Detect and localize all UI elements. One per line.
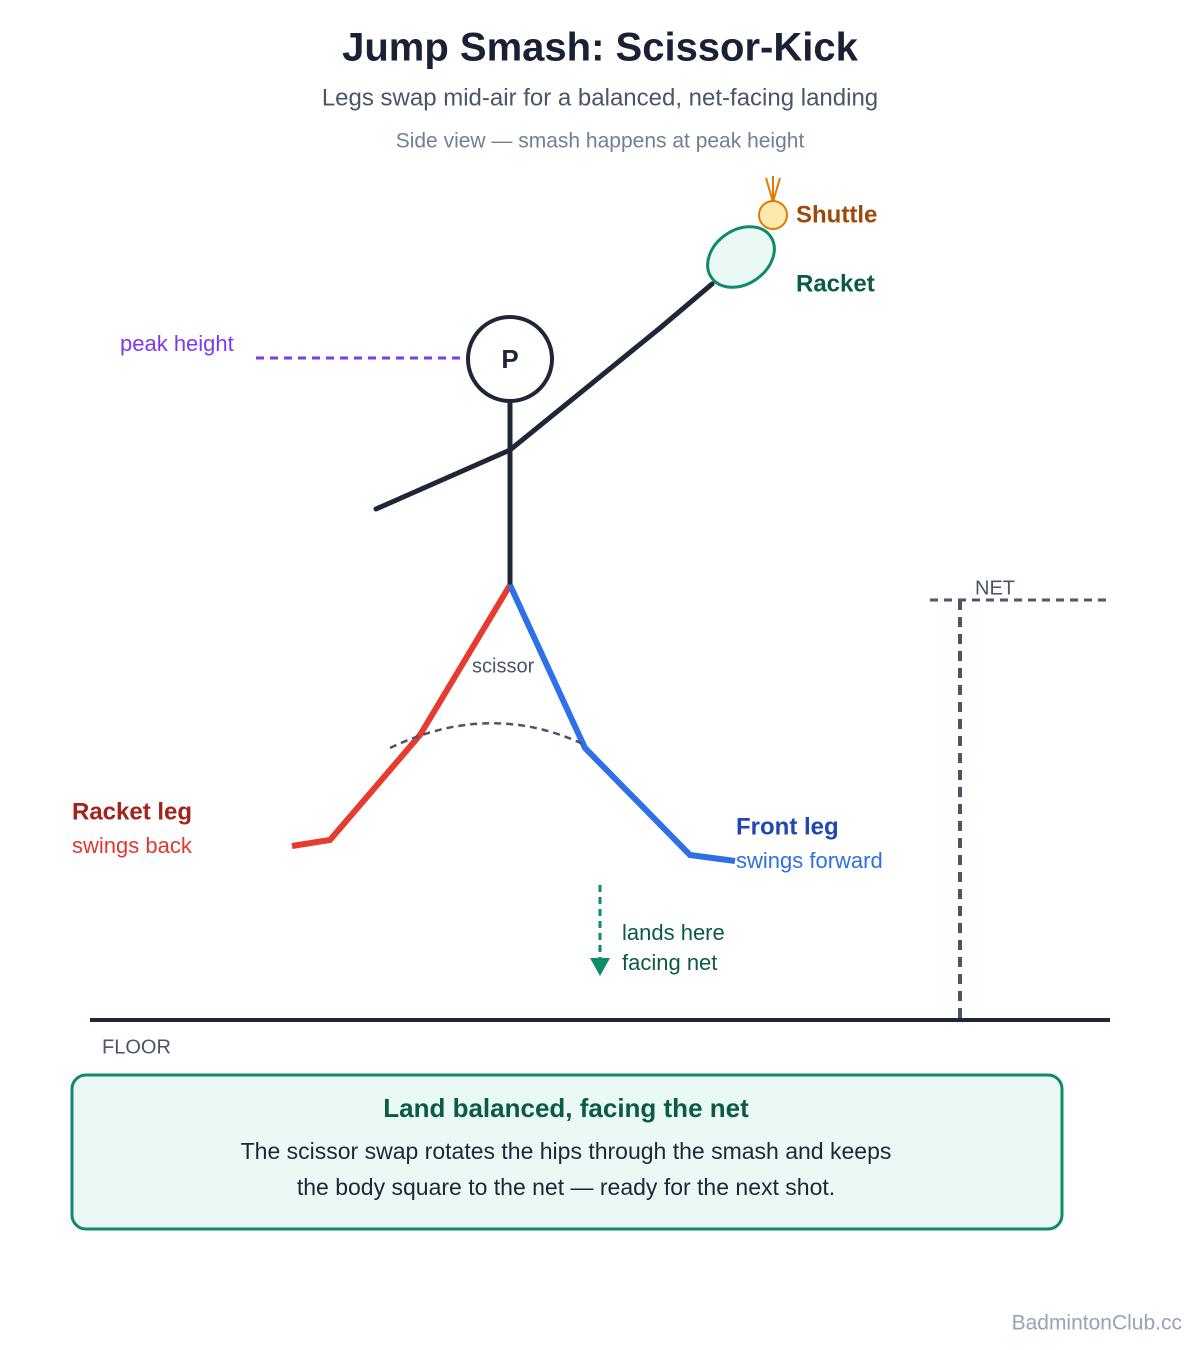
arrow-head	[590, 958, 610, 976]
callout-title: Land balanced, facing the net	[383, 1093, 749, 1123]
shuttle-icon	[758, 176, 788, 230]
note: Side view — smash happens at peak height	[396, 130, 805, 153]
player-label: P	[501, 344, 518, 374]
stick-figure	[373, 281, 715, 588]
front-leg-note: swings forward	[736, 848, 883, 873]
net-label: NET	[975, 577, 1015, 599]
subtitle: Legs swap mid-air for a balanced, net-fa…	[322, 84, 878, 111]
title: Jump Smash: Scissor-Kick	[342, 26, 858, 70]
front-leg	[507, 583, 736, 864]
callout-box	[70, 1073, 1064, 1231]
landing-label: lands here	[622, 920, 725, 945]
racket-leg-note: swings back	[72, 833, 193, 858]
peak-label: peak height	[120, 331, 234, 356]
front-leg-label: Front leg	[736, 813, 839, 840]
callout-text: The scissor swap rotates the hips throug…	[241, 1138, 892, 1164]
floor-label: FLOOR	[102, 1036, 171, 1058]
landing-label: facing net	[622, 950, 717, 975]
racket-head	[706, 225, 776, 289]
racket-leg	[291, 583, 513, 849]
shuttle-label: Shuttle	[796, 201, 877, 228]
racket-leg-label: Racket leg	[72, 798, 192, 825]
footer: BadmintonClub.cc	[1012, 1312, 1182, 1335]
scissor-label: scissor	[472, 655, 535, 677]
callout-text: the body square to the net — ready for t…	[297, 1174, 835, 1200]
racket-label: Racket	[796, 270, 875, 297]
scissor-arc	[389, 722, 586, 750]
head	[466, 315, 554, 403]
